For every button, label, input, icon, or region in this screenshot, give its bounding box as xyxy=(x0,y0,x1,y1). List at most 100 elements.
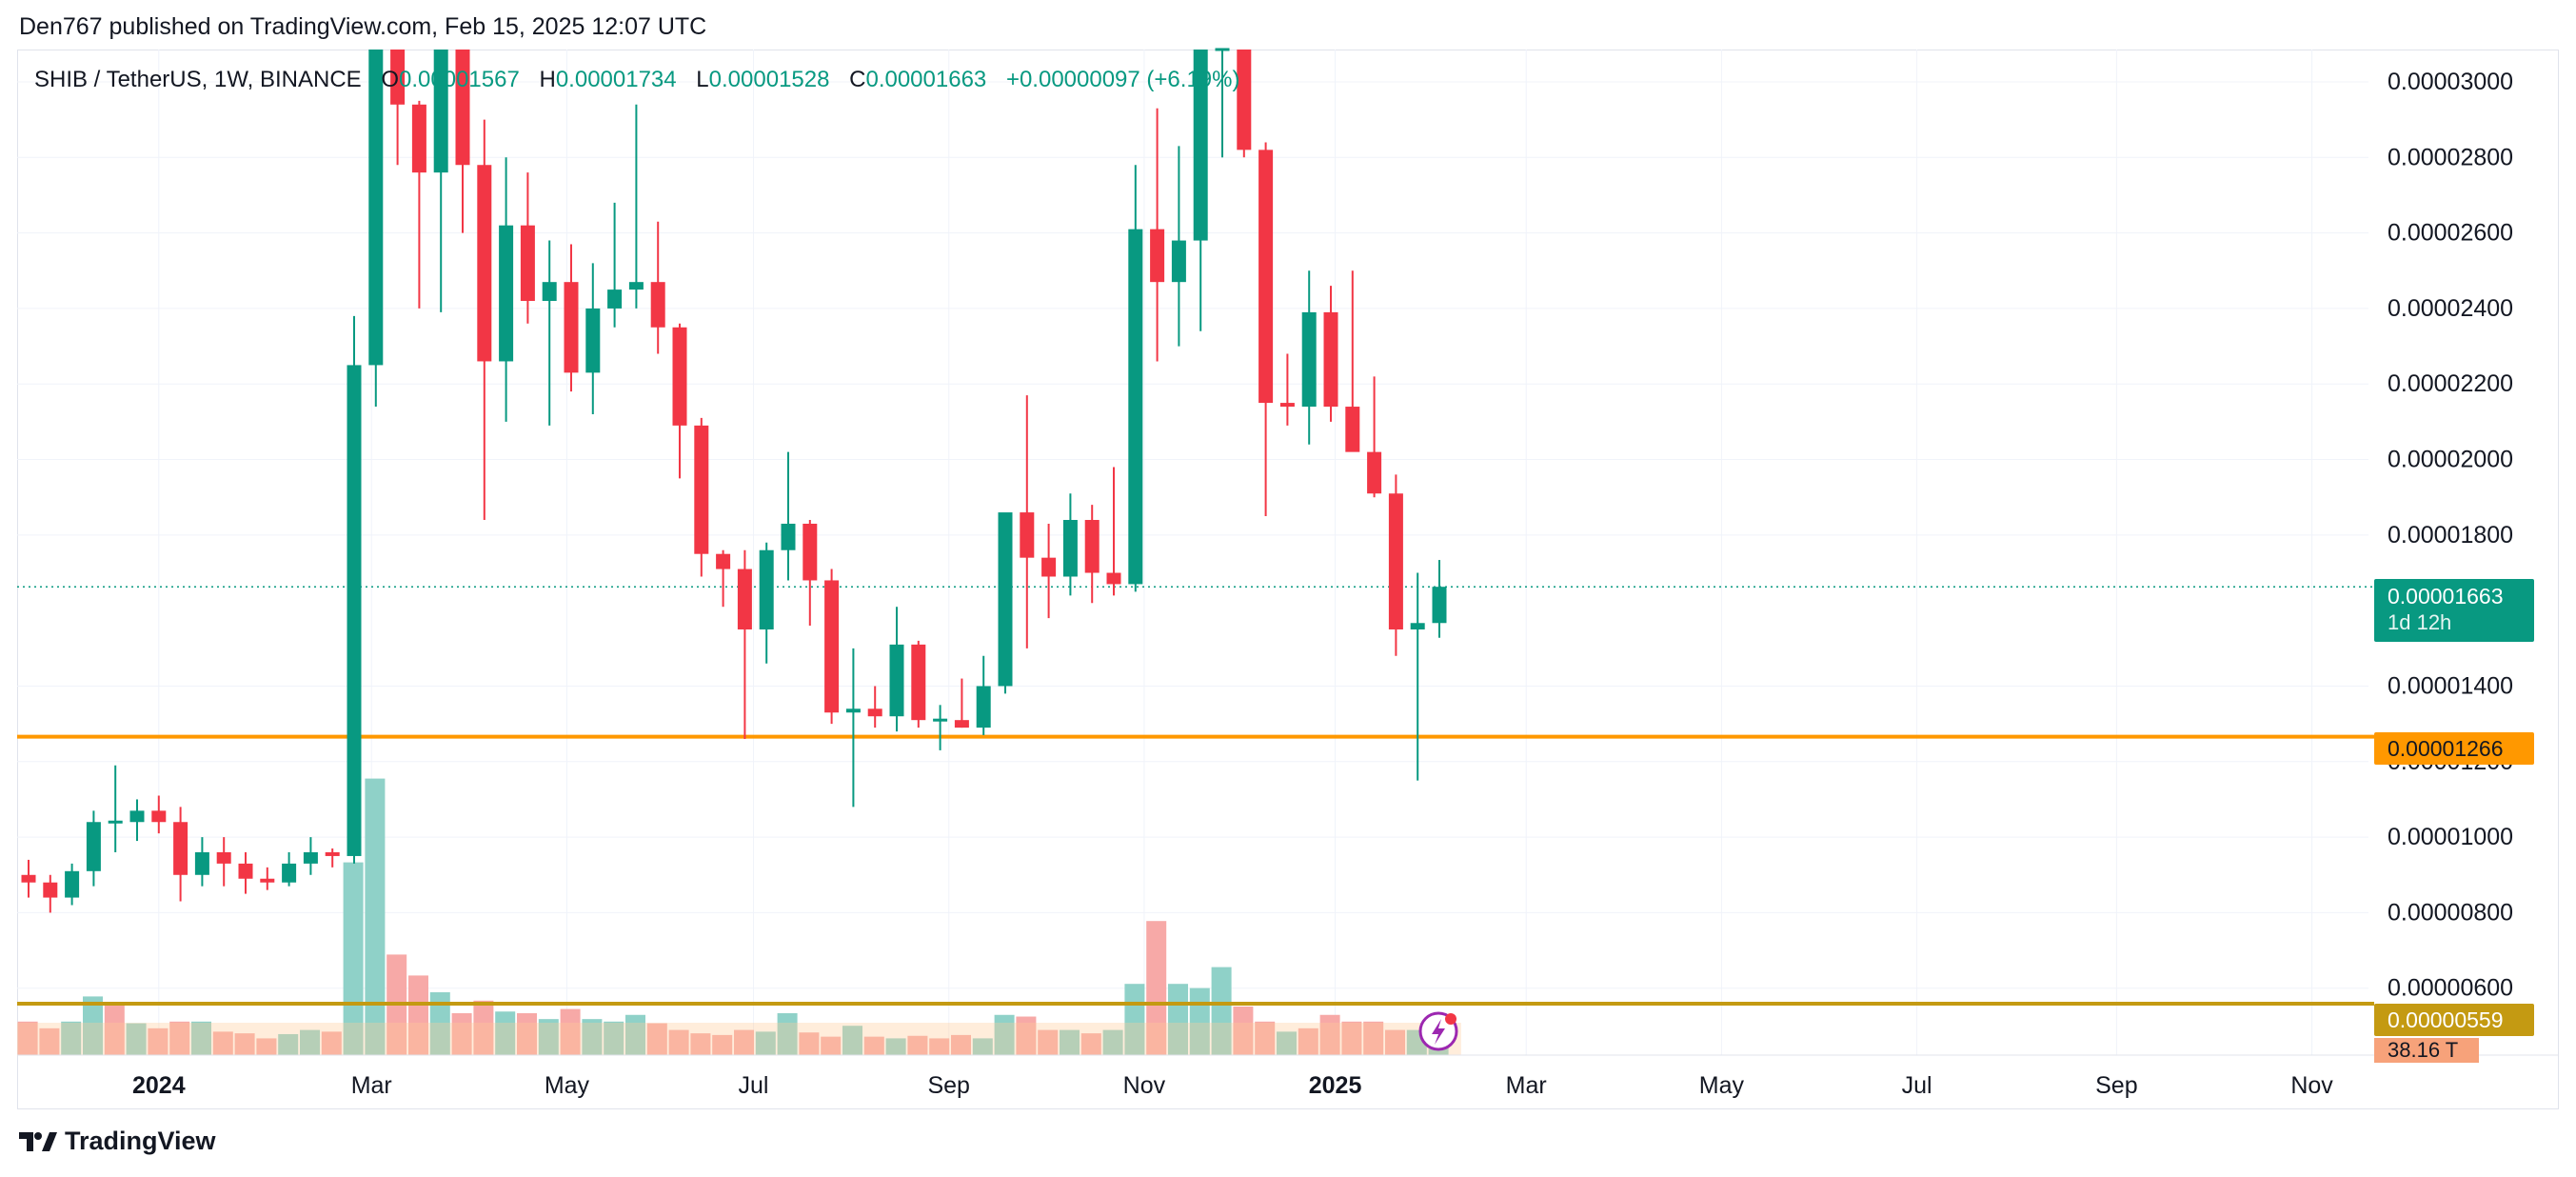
volume-bar xyxy=(1255,1021,1276,1055)
candle-body xyxy=(1041,557,1057,577)
volume-bar xyxy=(126,1023,147,1055)
price-tick-label: 0.00003000 xyxy=(2388,69,2513,95)
price-tick-label: 0.00001000 xyxy=(2388,824,2513,850)
volume-bars xyxy=(17,778,1461,1055)
volume-tag: 38.16 T xyxy=(2374,1038,2479,1063)
volume-bar xyxy=(951,1034,971,1055)
volume-bar xyxy=(734,1029,754,1055)
price-tick-label: 0.00002000 xyxy=(2388,447,2513,473)
time-tick-label: Mar xyxy=(351,1072,392,1099)
candle-body xyxy=(803,523,818,581)
candle-body xyxy=(1150,229,1165,283)
price-tick-label: 0.00002400 xyxy=(2388,295,2513,322)
candle-body xyxy=(737,569,752,630)
time-tick-label: 2025 xyxy=(1309,1072,1362,1099)
volume-bar xyxy=(799,1032,820,1055)
candle-body xyxy=(564,282,579,373)
time-tick-label: May xyxy=(1699,1072,1745,1099)
candle-body xyxy=(1215,48,1230,51)
last-price-tag: 0.00001663 1d 12h xyxy=(2374,579,2534,642)
volume-bar xyxy=(972,1038,993,1055)
candle-body xyxy=(86,822,101,871)
close-value: 0.00001663 xyxy=(865,67,987,92)
volume-bar xyxy=(234,1033,255,1055)
volume-bar xyxy=(821,1036,842,1055)
price-tick-label: 0.00002600 xyxy=(2388,220,2513,247)
volume-bar xyxy=(148,1027,168,1055)
volume-bar xyxy=(863,1036,884,1055)
volume-bar xyxy=(690,1033,711,1055)
volume-bar xyxy=(83,996,103,1055)
volume-bar xyxy=(169,1021,190,1055)
candle-body xyxy=(194,851,209,875)
volume-bar xyxy=(646,1023,667,1055)
candle-body xyxy=(716,553,731,569)
volume-bar xyxy=(473,1000,494,1055)
candle-body xyxy=(1388,493,1403,630)
volume-bar xyxy=(104,1005,125,1055)
volume-bar xyxy=(278,1034,299,1055)
support-line-tag[interactable]: 0.00001266 xyxy=(2374,732,2534,765)
candle-body xyxy=(1323,311,1338,408)
volume-bar xyxy=(1080,1033,1101,1055)
symbol-name[interactable]: SHIB / TetherUS, 1W, BINANCE xyxy=(34,67,362,92)
time-axis: 2024 Mar May Jul Sep Nov 2025 Mar May Jul Sep Nov xyxy=(17,1054,2559,1099)
candle-body xyxy=(1301,311,1317,408)
tradingview-logo-icon xyxy=(19,1131,57,1151)
volume-bar xyxy=(712,1034,733,1055)
chart-frame[interactable] xyxy=(17,50,2559,1109)
candle-body xyxy=(520,225,535,302)
candle-body xyxy=(1084,520,1100,573)
candle-body xyxy=(1367,451,1382,494)
volume-bar xyxy=(17,1021,38,1055)
time-tick-label: Jul xyxy=(1902,1072,1932,1099)
volume-bar xyxy=(755,1031,776,1055)
volume-bar xyxy=(604,1021,624,1055)
candle-body xyxy=(1171,240,1186,283)
candle-body xyxy=(867,708,882,717)
candlesticks xyxy=(21,48,1447,913)
last-price-value: 0.00001663 xyxy=(2388,584,2504,608)
tradingview-footer[interactable]: TradingView xyxy=(19,1127,216,1156)
price-tick-label: 0.00001400 xyxy=(2388,672,2513,699)
time-tick-label: Mar xyxy=(1506,1072,1547,1099)
volume-bar xyxy=(1038,1029,1059,1055)
volume-bar xyxy=(1168,984,1188,1055)
open-value: 0.00001567 xyxy=(399,67,520,92)
volume-bar xyxy=(61,1021,82,1055)
candle-body xyxy=(845,708,861,713)
candle-body xyxy=(694,425,709,554)
candle-body xyxy=(411,104,426,173)
candle-body xyxy=(368,50,384,366)
candle-body xyxy=(347,365,362,856)
candle-body xyxy=(933,718,948,722)
candle-body xyxy=(129,810,145,823)
volume-bar xyxy=(365,778,386,1055)
candle-body xyxy=(607,289,623,309)
lower-line-tag[interactable]: 0.00000559 xyxy=(2374,1004,2534,1036)
candle-body xyxy=(824,580,840,713)
candle-body xyxy=(238,863,253,879)
candle-body xyxy=(65,870,80,898)
volume-bar xyxy=(929,1038,950,1055)
volume-bar xyxy=(907,1035,928,1055)
time-tick-label: Sep xyxy=(927,1072,969,1099)
candle-body xyxy=(1020,512,1035,558)
candle-body xyxy=(390,50,406,105)
volume-bar xyxy=(1233,1006,1254,1055)
volume-bar xyxy=(1298,1027,1318,1055)
volume-bar xyxy=(1385,1029,1405,1055)
volume-bar xyxy=(451,1013,472,1055)
high-label: H xyxy=(539,67,556,92)
volume-bar xyxy=(1211,967,1232,1055)
volume-bar xyxy=(343,862,364,1055)
volume-bar xyxy=(1146,921,1167,1055)
candle-body xyxy=(1279,403,1295,408)
candle-body xyxy=(1106,572,1121,585)
volume-bar xyxy=(300,1029,320,1055)
candle-body xyxy=(1432,587,1447,624)
alert-badge-icon xyxy=(1418,1011,1458,1051)
candle-body xyxy=(585,308,601,373)
volume-bar xyxy=(1060,1029,1080,1055)
